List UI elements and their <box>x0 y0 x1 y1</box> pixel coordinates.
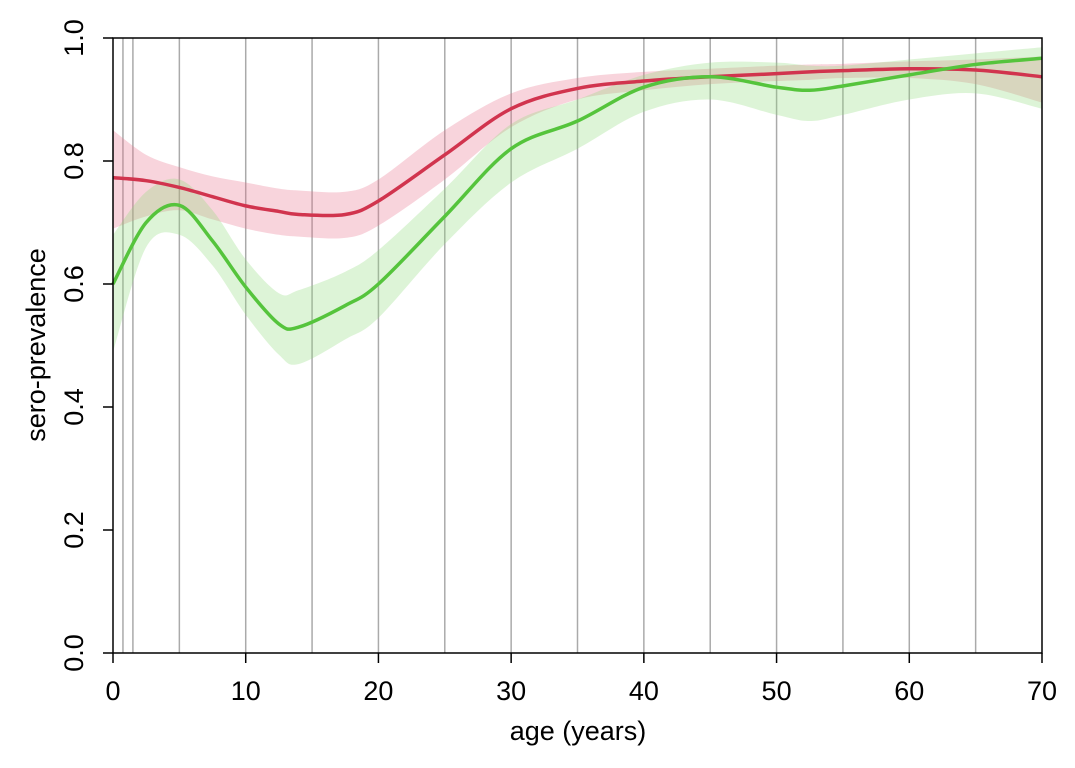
x-tick-label: 20 <box>363 676 393 706</box>
x-tick-label: 40 <box>629 676 659 706</box>
x-tick-label: 50 <box>762 676 792 706</box>
y-tick-label: 1.0 <box>59 19 89 57</box>
x-tick-label: 30 <box>496 676 526 706</box>
series-line <box>111 56 1043 331</box>
y-axis-label: sero-prevalence <box>21 248 51 442</box>
plot-frame <box>112 37 1043 654</box>
x-tick-label: 0 <box>105 676 120 706</box>
y-tick-label: 0.4 <box>59 388 89 426</box>
y-tick-label: 0.0 <box>59 634 89 672</box>
x-tick-label: 10 <box>231 676 261 706</box>
y-tick-label: 0.2 <box>59 511 89 549</box>
confidence-band <box>113 56 1042 239</box>
series-line <box>112 66 1043 218</box>
x-axis-label: age (years) <box>510 716 647 746</box>
x-tick-label: 60 <box>894 676 924 706</box>
x-tick-label: 70 <box>1027 676 1057 706</box>
y-tick-label: 0.8 <box>59 142 89 180</box>
y-tick-label: 0.6 <box>59 265 89 303</box>
confidence-band <box>113 47 1042 365</box>
